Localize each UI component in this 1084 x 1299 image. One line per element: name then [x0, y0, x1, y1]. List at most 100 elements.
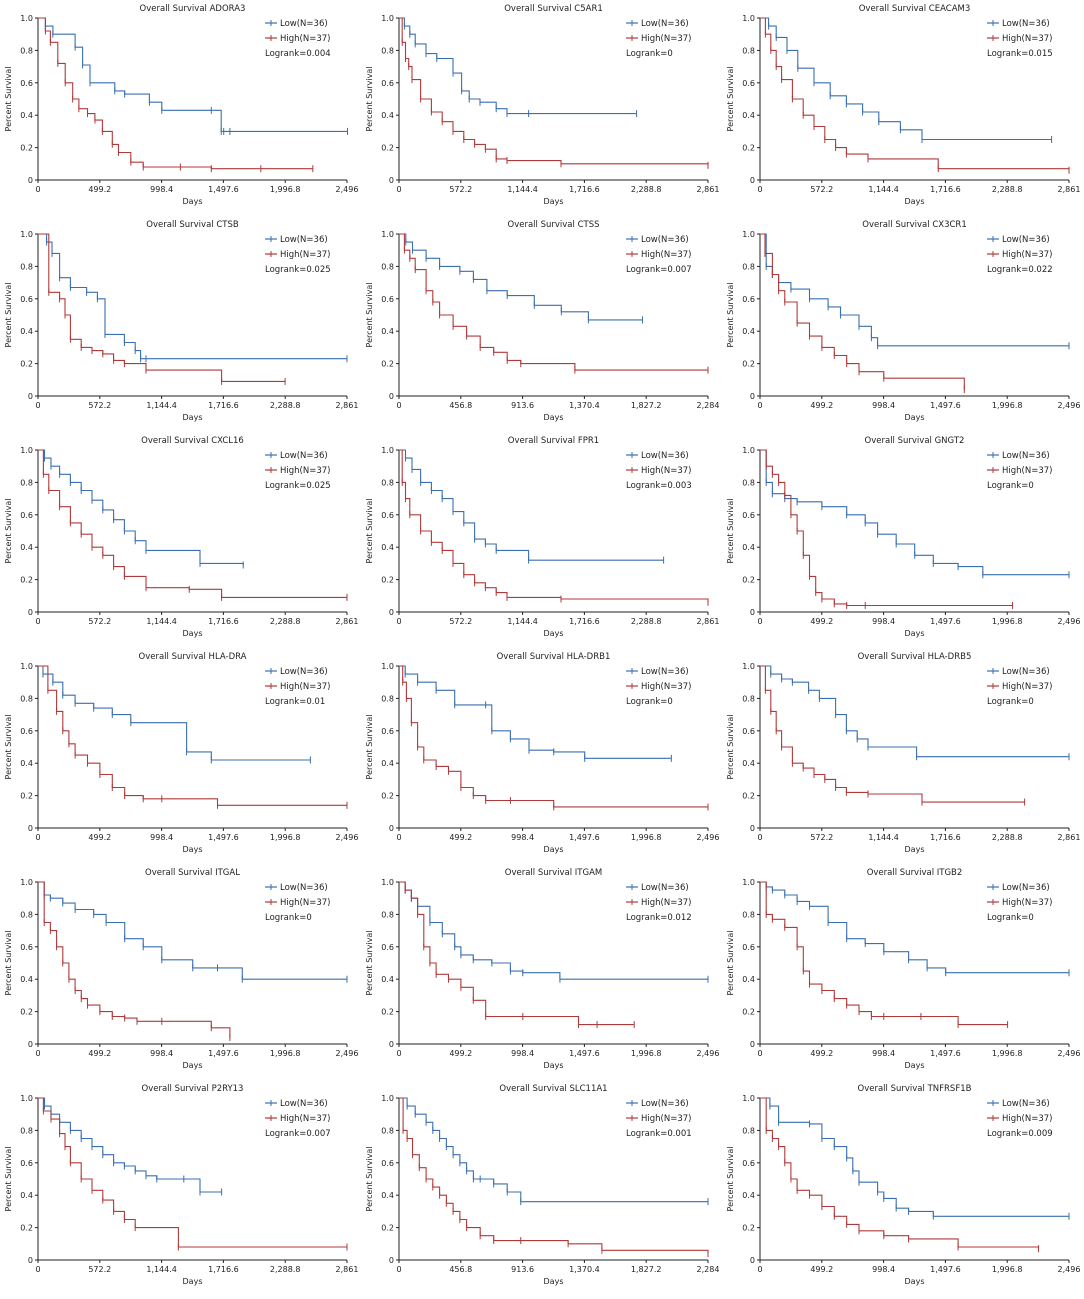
legend-label-low: Low(N=36)	[641, 19, 689, 29]
y-tick-label: 0.6	[742, 943, 755, 952]
survival-chart: Overall Survival C5AR1 0 0.2 0.4 0.6 0.8 1.0 0 5…	[365, 4, 720, 206]
y-tick-label: 0	[389, 824, 394, 833]
x-tick-label: 913.6	[511, 401, 534, 410]
x-tick-label: 1,716.6	[208, 1265, 239, 1274]
x-tick-label: 1,144.4	[146, 1265, 177, 1274]
x-tick-label: 2,496	[1058, 617, 1081, 626]
x-tick-label: 2,496	[697, 1049, 720, 1058]
x-tick-label: 1,716.6	[930, 833, 961, 842]
series-line-low	[399, 17, 637, 115]
x-tick-label: 499.2	[88, 1049, 111, 1058]
x-tick-label: 1,497.6	[930, 1049, 961, 1058]
y-tick-label: 0.8	[20, 262, 33, 271]
legend-label-low: Low(N=36)	[280, 19, 328, 29]
y-tick-label: 0.4	[20, 327, 33, 336]
survival-chart: Overall Survival FPR1 0 0.2 0.4 0.6 0.8 1.0 0 57…	[365, 436, 719, 638]
x-tick-label: 0	[757, 401, 762, 410]
y-tick-label: 0.2	[20, 792, 33, 801]
survival-chart: Overall Survival ITGAM 0 0.2 0.4 0.6 0.8 1.0 0 4…	[365, 868, 720, 1070]
x-tick-label: 2,861	[336, 617, 359, 626]
y-tick-label: 1.0	[381, 14, 394, 23]
chart-title: Overall Survival ADORA3	[140, 4, 246, 14]
chart-title: Overall Survival HLA-DRB5	[858, 652, 972, 662]
y-tick-label: 0.2	[381, 360, 394, 369]
y-tick-label: 0.8	[742, 1126, 755, 1135]
chart-title: Overall Survival CEACAM3	[859, 4, 971, 14]
legend-label-high: High(N=37)	[280, 466, 330, 476]
x-tick-label: 1,144.4	[146, 617, 177, 626]
y-tick-label: 0	[389, 1256, 394, 1265]
x-tick-label: 998.4	[150, 1049, 173, 1058]
series-line-low	[38, 449, 244, 565]
x-tick-label: 0	[35, 1049, 40, 1058]
series-line-high	[38, 17, 313, 170]
y-axis-label: Percent Survival	[4, 499, 13, 564]
legend-label-low: Low(N=36)	[641, 883, 689, 893]
x-tick-label: 1,497.6	[930, 1265, 961, 1274]
survival-chart: Overall Survival CXCL16 0 0.2 0.4 0.6 0.8 1.0 0…	[4, 436, 359, 638]
x-tick-label: 1,716.6	[930, 185, 961, 194]
x-tick-label: 0	[35, 185, 40, 194]
x-tick-label: 1,497.6	[208, 185, 239, 194]
x-tick-label: 1,370.4	[569, 1265, 600, 1274]
series-line-high	[760, 449, 1013, 607]
y-tick-label: 1.0	[20, 1094, 33, 1103]
x-axis-label: Days	[544, 1061, 564, 1070]
y-tick-label: 0.6	[381, 943, 394, 952]
x-tick-label: 1,497.6	[208, 1049, 239, 1058]
x-tick-label: 1,144.4	[146, 401, 177, 410]
x-tick-label: 1,144.4	[868, 833, 899, 842]
legend-label-low: Low(N=36)	[641, 235, 689, 245]
x-tick-label: 0	[757, 1049, 762, 1058]
chart-title: Overall Survival P2RY13	[142, 1084, 244, 1094]
y-axis-label: Percent Survival	[726, 67, 735, 132]
x-tick-label: 1,996.8	[631, 1049, 662, 1058]
y-axis-label: Percent Survival	[4, 67, 13, 132]
chart-title: Overall Survival CX3CR1	[862, 220, 966, 230]
x-tick-label: 998.4	[150, 185, 173, 194]
y-axis-label: Percent Survival	[365, 67, 374, 132]
y-tick-label: 0.8	[742, 46, 755, 55]
y-tick-label: 0.8	[381, 1126, 394, 1135]
x-tick-label: 998.4	[511, 1049, 534, 1058]
logrank-label: Logrank=0.003	[626, 481, 692, 491]
x-axis-label: Days	[544, 629, 564, 638]
y-tick-label: 0	[28, 608, 33, 617]
x-tick-label: 1,996.8	[270, 185, 301, 194]
y-tick-label: 0	[750, 824, 755, 833]
x-tick-label: 1,144.4	[507, 185, 538, 194]
y-tick-label: 0.6	[20, 79, 33, 88]
x-tick-label: 0	[396, 1049, 401, 1058]
x-tick-label: 998.4	[872, 617, 895, 626]
x-tick-label: 0	[757, 185, 762, 194]
x-tick-label: 2,496	[1058, 401, 1081, 410]
y-tick-label: 0.6	[20, 943, 33, 952]
x-tick-label: 2,288.8	[270, 401, 301, 410]
y-tick-label: 0.2	[20, 1224, 33, 1233]
y-axis-label: Percent Survival	[726, 283, 735, 348]
series-line-low	[38, 233, 347, 360]
legend-label-high: High(N=37)	[1002, 250, 1052, 260]
y-tick-label: 0.6	[742, 295, 755, 304]
y-tick-label: 0.2	[381, 576, 394, 585]
chart-title: Overall Survival CTSS	[508, 220, 600, 230]
survival-chart: Overall Survival CTSB 0 0.2 0.4 0.6 0.8 1.0 0 57…	[4, 220, 358, 422]
x-tick-label: 2,861	[697, 185, 720, 194]
x-tick-label: 1,827.2	[631, 1265, 662, 1274]
y-tick-label: 0.8	[742, 262, 755, 271]
y-tick-label: 1.0	[742, 14, 755, 23]
x-tick-label: 572.2	[88, 1265, 111, 1274]
y-tick-label: 0.2	[742, 576, 755, 585]
y-tick-label: 0	[750, 608, 755, 617]
y-tick-label: 0.2	[20, 576, 33, 585]
x-tick-label: 0	[396, 617, 401, 626]
y-tick-label: 0.8	[20, 694, 33, 703]
series-line-low	[399, 665, 672, 759]
y-tick-label: 0.2	[381, 792, 394, 801]
x-tick-label: 2,861	[1058, 185, 1081, 194]
y-tick-label: 1.0	[381, 878, 394, 887]
y-tick-label: 0.4	[742, 975, 755, 984]
y-tick-label: 0.6	[20, 727, 33, 736]
legend-label-low: Low(N=36)	[641, 667, 689, 677]
x-tick-label: 0	[396, 185, 401, 194]
